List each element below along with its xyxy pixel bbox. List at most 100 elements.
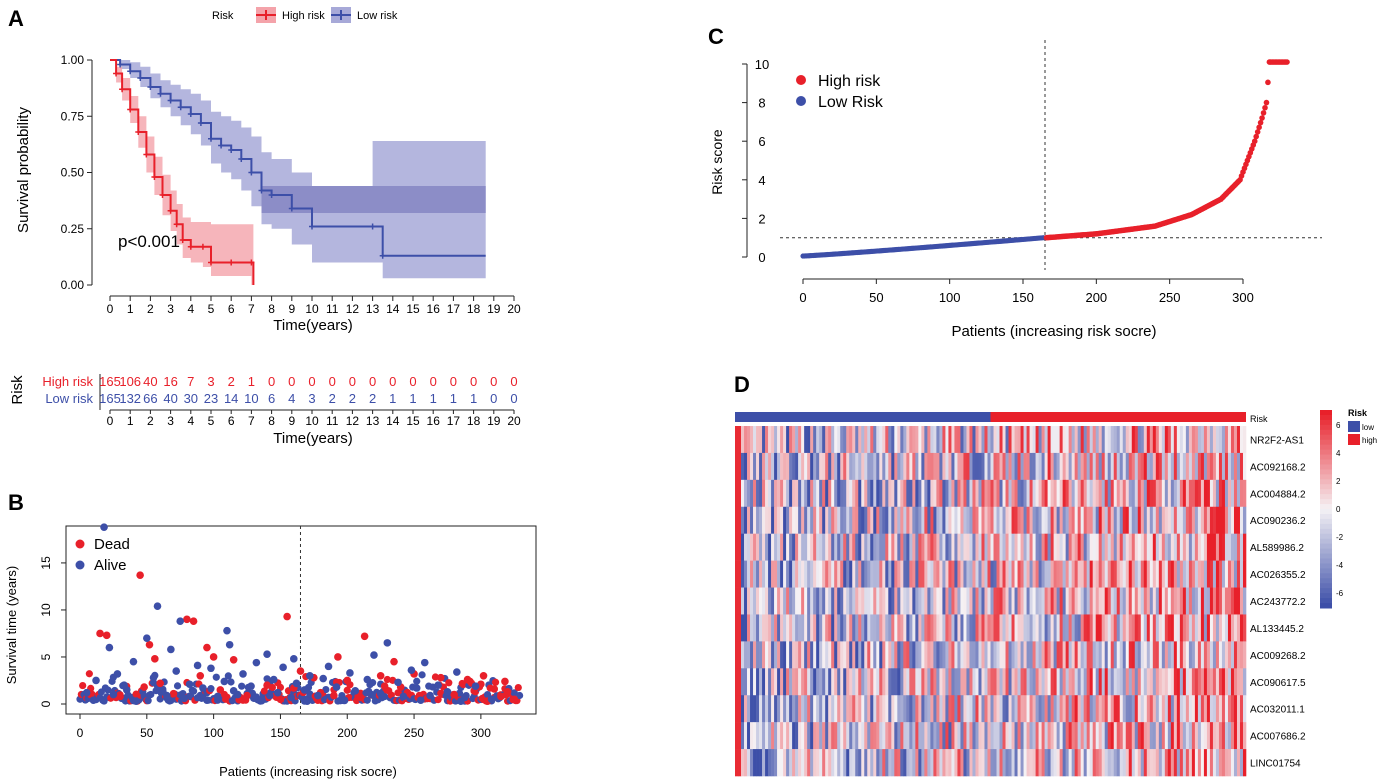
heatmap-cell: [960, 722, 964, 750]
heatmap-cell: [750, 749, 754, 777]
heatmap-cell: [861, 749, 865, 777]
heatmap-cell: [1026, 506, 1030, 534]
heatmap-cell: [1029, 479, 1033, 508]
heatmap-cell: [897, 426, 901, 454]
heatmap-cell: [738, 722, 742, 750]
heatmap-cell: [1002, 749, 1006, 777]
heatmap-cell: [1011, 560, 1015, 588]
heatmap-cell: [1230, 695, 1235, 723]
heatmap-cell: [951, 426, 955, 454]
risk-table-x-tick-label: 17: [447, 414, 461, 428]
heatmap-cell: [735, 695, 739, 723]
heatmap-cell: [948, 426, 952, 454]
heatmap-cell: [777, 560, 781, 588]
alive-patient-point: [332, 683, 341, 691]
heatmap-cell: [1173, 668, 1178, 696]
heatmap-cell: [966, 506, 970, 534]
heatmap-cell: [1068, 722, 1072, 750]
heatmap-cell: [1230, 560, 1235, 588]
colorbar-segment: [1320, 538, 1332, 545]
heatmap-cell: [831, 533, 835, 561]
heatmap-cell: [801, 560, 805, 588]
heatmap-cell: [1074, 560, 1078, 588]
dead-patient-point: [145, 640, 154, 649]
heatmap-cell: [1215, 533, 1220, 561]
heatmap-cell: [1152, 695, 1157, 723]
heatmap-cell: [1203, 641, 1208, 669]
heatmap-cell: [1140, 614, 1145, 642]
heatmap-cell: [969, 668, 973, 696]
heatmap-cell: [1242, 506, 1247, 534]
heatmap-cell: [780, 722, 784, 750]
heatmap-cell: [1158, 452, 1163, 481]
risk-table-cell: 23: [204, 391, 218, 406]
heatmap-cell: [1089, 614, 1093, 642]
heatmap-cell: [1230, 749, 1235, 777]
heatmap-cell: [780, 587, 784, 615]
status-y-tick-label: 15: [39, 556, 53, 570]
heatmap-cell: [735, 614, 739, 642]
heatmap-cell: [747, 749, 751, 777]
risk-table-cell: 2: [228, 374, 235, 389]
heatmap-cell: [1089, 506, 1093, 534]
heatmap-cell: [840, 479, 844, 508]
heatmap-cell: [1041, 722, 1045, 750]
heatmap-cell: [1215, 695, 1220, 723]
heatmap-cell: [1032, 506, 1036, 534]
heatmap-cell: [1173, 452, 1178, 481]
heatmap-cell: [1122, 641, 1127, 669]
heatmap-cell: [987, 533, 991, 561]
heatmap-cell: [900, 587, 904, 615]
heatmap-cell: [777, 587, 781, 615]
heatmap-cell: [936, 426, 940, 454]
heatmap-cell: [1032, 479, 1036, 508]
heatmap-cell: [873, 695, 877, 723]
heatmap-cell: [1071, 614, 1075, 642]
heatmap-cell: [1059, 722, 1063, 750]
heatmap-cell: [957, 533, 961, 561]
heatmap-cell: [1059, 587, 1063, 615]
heatmap-cell: [753, 452, 757, 481]
alive-patient-point: [132, 697, 140, 705]
status-legend-alive-label: Alive: [94, 557, 127, 574]
risk-table-cell: 66: [143, 391, 157, 406]
heatmap-cell: [855, 560, 859, 588]
heatmap-cell: [1176, 479, 1181, 508]
heatmap-cell: [735, 452, 739, 481]
heatmap-cell: [786, 426, 790, 454]
heatmap-cell: [903, 722, 907, 750]
heatmap-cell: [939, 452, 943, 481]
heatmap-cell: [1140, 479, 1145, 508]
heatmap-cell: [783, 614, 787, 642]
heatmap-cell: [903, 668, 907, 696]
heatmap-cell: [834, 722, 838, 750]
heatmap-cell: [1104, 614, 1109, 642]
heatmap-cell: [870, 533, 874, 561]
dead-patient-point: [390, 657, 398, 666]
heatmap-cell: [1161, 560, 1166, 588]
heatmap-cell: [978, 560, 982, 588]
heatmap-cell: [1200, 452, 1205, 481]
heatmap-cell: [1218, 452, 1223, 481]
heatmap-cell: [756, 587, 760, 615]
heatmap-cell: [864, 506, 868, 534]
km-censor-mark-high: [159, 192, 166, 198]
heatmap-cell: [1140, 668, 1145, 696]
heatmap-cell: [822, 587, 826, 615]
heatmap-cell: [951, 452, 955, 481]
heatmap-cell: [945, 749, 949, 777]
heatmap-cell: [735, 506, 739, 534]
heatmap-cell: [1182, 695, 1187, 723]
heatmap-cell: [855, 749, 859, 777]
heatmap-cell: [1104, 560, 1109, 588]
heatmap-cell: [1167, 560, 1172, 588]
heatmap-cell: [741, 695, 745, 723]
heatmap-cell: [864, 668, 868, 696]
heatmap-cell: [906, 560, 910, 588]
heatmap-cell: [852, 506, 856, 534]
km-censor-mark-low: [379, 252, 386, 259]
km-x-tick-label: 3: [167, 302, 174, 316]
heatmap-cell: [1059, 506, 1063, 534]
alive-patient-point: [239, 670, 247, 678]
heatmap-cell: [972, 426, 976, 454]
